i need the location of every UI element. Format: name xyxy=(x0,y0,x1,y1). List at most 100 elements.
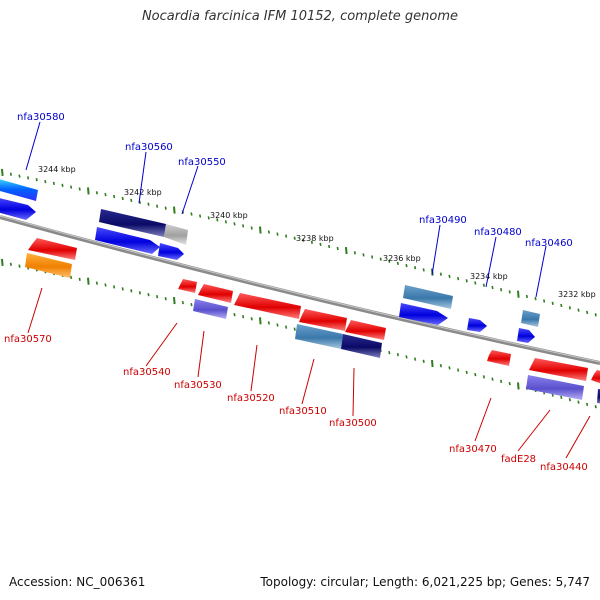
reverse-gene-labels: nfa30570 nfa30540 nfa30530 nfa30520 nfa3… xyxy=(4,334,588,473)
minor-tick xyxy=(379,257,382,261)
minor-tick xyxy=(181,300,184,305)
gene-fadE28-b[interactable] xyxy=(526,375,584,400)
scale-ticks-upper xyxy=(1,168,597,317)
major-tick xyxy=(259,226,262,234)
map-title: Nocardia farcinica IFM 10152, complete g… xyxy=(141,9,459,24)
gene-label-nfa30550[interactable]: nfa30550 xyxy=(178,157,226,168)
gene-nfa30470[interactable] xyxy=(487,350,511,366)
minor-tick xyxy=(44,179,47,184)
gene-nfa30480[interactable] xyxy=(467,318,487,332)
gene-nfa30560-b[interactable] xyxy=(95,227,160,254)
gene-nfa30510[interactable] xyxy=(299,309,347,331)
gene-nfa30550[interactable] xyxy=(164,224,188,245)
major-tick xyxy=(173,297,176,305)
minor-tick xyxy=(18,174,21,178)
minor-tick xyxy=(293,327,296,331)
gene-label-nfa30570[interactable]: nfa30570 xyxy=(4,334,52,345)
minor-tick xyxy=(121,287,124,291)
minor-tick xyxy=(594,405,597,409)
accession-text: Accession: NC_006361 xyxy=(9,575,146,589)
gene-nfa30580[interactable] xyxy=(0,178,38,201)
minor-tick xyxy=(577,308,580,312)
gene-label-nfa30580[interactable]: nfa30580 xyxy=(17,112,65,123)
minor-tick xyxy=(190,212,193,216)
gene-fadE28[interactable] xyxy=(529,358,588,381)
scale-label: 3238 kbp xyxy=(296,234,334,243)
minor-tick xyxy=(388,350,391,355)
gene-nfa30440-b[interactable] xyxy=(597,389,600,404)
gene-label-nfa30470[interactable]: nfa30470 xyxy=(449,444,497,455)
gene-nfa30500[interactable] xyxy=(345,320,386,340)
minor-tick xyxy=(113,194,116,199)
minor-tick xyxy=(491,377,494,381)
gene-nfa30460[interactable] xyxy=(521,310,540,327)
minor-tick xyxy=(70,275,73,280)
gene-nfa30440[interactable] xyxy=(591,370,600,385)
minor-tick xyxy=(594,313,597,317)
minor-tick xyxy=(508,381,511,386)
gene-label-nfa30460[interactable]: nfa30460 xyxy=(525,238,573,249)
major-tick xyxy=(431,359,434,368)
reverse-genes xyxy=(25,238,600,404)
minor-tick xyxy=(586,310,589,315)
minor-tick xyxy=(439,272,442,276)
gene-nfa30490-b[interactable] xyxy=(399,303,448,325)
minor-tick xyxy=(233,313,236,317)
minor-tick xyxy=(551,301,554,305)
minor-tick xyxy=(95,281,98,285)
minor-tick xyxy=(147,293,150,297)
gene-label-nfa30440[interactable]: nfa30440 xyxy=(540,462,588,473)
minor-tick xyxy=(242,315,245,319)
gene-label-nfa30520[interactable]: nfa30520 xyxy=(227,393,275,404)
minor-tick xyxy=(276,232,279,236)
minor-tick xyxy=(276,323,279,327)
scale-label: 3240 kbp xyxy=(210,211,248,220)
minor-tick xyxy=(285,325,288,329)
minor-tick xyxy=(560,395,563,400)
minor-tick xyxy=(414,357,417,361)
gene-label-nfa30510[interactable]: nfa30510 xyxy=(279,406,327,417)
gene-label-nfa30530[interactable]: nfa30530 xyxy=(174,380,222,391)
gene-label-nfa30540[interactable]: nfa30540 xyxy=(123,367,171,378)
gene-nfa30490[interactable] xyxy=(403,285,453,309)
minor-tick xyxy=(568,398,571,402)
gene-nfa30560[interactable] xyxy=(99,209,166,237)
scale-label: 3236 kbp xyxy=(383,254,421,263)
gene-nfa30540[interactable] xyxy=(178,279,197,293)
minor-tick xyxy=(104,283,107,287)
minor-tick xyxy=(35,178,38,182)
gene-nfa30520[interactable] xyxy=(234,293,301,319)
gene-nfa30510-b[interactable] xyxy=(295,324,343,349)
minor-tick xyxy=(448,366,451,370)
gene-nfa30500-b[interactable] xyxy=(341,334,382,358)
gene-label-fadE28[interactable]: fadE28 xyxy=(501,454,536,465)
minor-tick xyxy=(310,240,313,244)
gene-nfa30460-b[interactable] xyxy=(517,328,535,343)
minor-tick xyxy=(104,192,107,197)
genome-backbone-highlight xyxy=(0,215,600,363)
minor-tick xyxy=(482,283,485,287)
gene-nfa30550-b[interactable] xyxy=(158,243,184,260)
gene-label-nfa30560[interactable]: nfa30560 xyxy=(125,142,173,153)
gene-label-nfa30500[interactable]: nfa30500 xyxy=(329,418,377,429)
gene-nfa30530[interactable] xyxy=(198,284,233,303)
minor-tick xyxy=(293,236,296,240)
minor-tick xyxy=(457,276,460,281)
minor-tick xyxy=(121,196,124,201)
gene-nfa30580-b[interactable] xyxy=(0,197,36,220)
gene-nfa30530-b[interactable] xyxy=(193,299,228,319)
minor-tick xyxy=(414,266,417,270)
minor-tick xyxy=(147,202,150,206)
minor-tick xyxy=(353,251,356,255)
scale-label: 3234 kbp xyxy=(470,272,508,281)
gene-label-nfa30490[interactable]: nfa30490 xyxy=(419,215,467,226)
gene-label-nfa30480[interactable]: nfa30480 xyxy=(474,227,522,238)
major-tick xyxy=(173,206,176,214)
minor-tick xyxy=(285,234,288,238)
minor-tick xyxy=(9,262,12,266)
minor-tick xyxy=(138,291,141,295)
minor-tick xyxy=(474,281,477,285)
gene-nfa30570[interactable] xyxy=(28,238,77,260)
gene-nfa30570-b[interactable] xyxy=(25,253,72,278)
